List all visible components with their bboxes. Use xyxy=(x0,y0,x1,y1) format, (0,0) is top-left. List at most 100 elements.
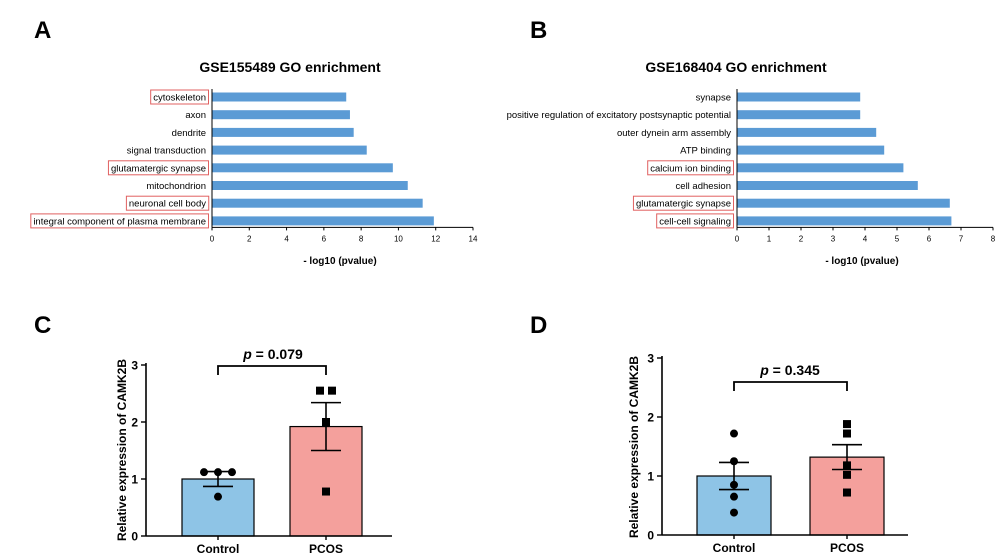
expr-y-tick-label: 1 xyxy=(647,470,654,484)
go-category-label: calcium ion binding xyxy=(650,163,731,174)
go-highlight-box xyxy=(632,195,734,211)
expr-y-tick-label: 3 xyxy=(131,359,138,373)
expr-y-tick-label: 0 xyxy=(131,530,138,544)
expr-y-tick-label: 2 xyxy=(131,416,138,430)
go-category-label: synapse xyxy=(696,93,731,104)
go-highlight-box xyxy=(150,89,209,105)
panel-c-ylabel: Relative expression of CAMK2B xyxy=(115,359,129,541)
go-x-tick-label: 0 xyxy=(735,234,740,243)
panel-c-p-value: = 0.079 xyxy=(252,346,303,362)
go-bar-2 xyxy=(737,127,877,137)
go-bar-4 xyxy=(212,163,393,173)
go-category-label: dendrite xyxy=(172,128,206,139)
panel-d-p-value: = 0.345 xyxy=(769,362,820,378)
go-category-label: signal transduction xyxy=(127,146,206,157)
go-bar-6 xyxy=(212,198,423,208)
panel-c-marks: 0 1 2 3 Control PCOS xyxy=(131,359,392,554)
go-category-label: integral component of plasma membrane xyxy=(33,216,206,227)
go-category-label: mitochondrion xyxy=(146,181,206,192)
expr-point-pcos xyxy=(843,429,851,438)
go-category-label: ATP binding xyxy=(680,146,731,157)
go-bar-0 xyxy=(212,92,347,102)
go-x-tick-label: 8 xyxy=(359,234,364,243)
go-bar-5 xyxy=(737,181,918,190)
go-category-label: cell-cell signaling xyxy=(659,216,731,227)
expr-y-tick-label: 3 xyxy=(647,352,654,366)
expr-y-tick-label: 2 xyxy=(647,411,654,425)
go-bar-7 xyxy=(212,216,434,226)
panel-a-go-chart: GSE155489 GO enrichment cytoskeleton axon… xyxy=(30,59,478,267)
expr-y-tick-label: 1 xyxy=(131,473,138,487)
go-bar-4 xyxy=(737,163,904,173)
go-highlight-box xyxy=(107,160,209,176)
expr-point-pcos xyxy=(322,487,330,496)
go-x-tick-label: 4 xyxy=(863,234,868,243)
go-bar-2 xyxy=(212,127,354,137)
go-bar-1 xyxy=(212,110,350,120)
panel-d-expression-chart: Relative expression of CAMK2B 0 1 2 3 Contro… xyxy=(627,352,908,554)
go-category-label: cytoskeleton xyxy=(153,93,206,104)
go-x-tick-label: 12 xyxy=(431,234,440,243)
panel-d-ylabel: Relative expression of CAMK2B xyxy=(627,356,641,538)
panel-letter-a: A xyxy=(34,17,51,44)
go-bar-7 xyxy=(737,216,952,226)
go-category-label: glutamatergic synapse xyxy=(636,199,731,210)
go-x-tick-label: 7 xyxy=(959,234,964,243)
expr-point-control xyxy=(200,468,208,477)
expr-x-tick-label: PCOS xyxy=(830,541,864,554)
panel-a-title: GSE155489 GO enrichment xyxy=(199,59,381,75)
go-bar-1 xyxy=(737,110,861,120)
panel-letter-b: B xyxy=(530,17,547,44)
panel-c-pvalue: p = 0.079 xyxy=(242,346,303,362)
go-x-tick-label: 2 xyxy=(247,234,252,243)
expr-point-pcos xyxy=(316,386,324,395)
panel-letter-d: D xyxy=(530,312,547,339)
significance-bracket xyxy=(733,381,848,391)
expr-point-pcos xyxy=(843,488,851,497)
expr-x-tick-label: Control xyxy=(713,541,756,554)
go-x-tick-label: 5 xyxy=(895,234,900,243)
go-category-label: outer dynein arm assembly xyxy=(617,128,731,139)
expr-point-control xyxy=(730,492,738,501)
expr-x-tick-label: PCOS xyxy=(309,542,343,554)
panel-c-p-symbol: p xyxy=(242,346,252,362)
go-highlight-box xyxy=(125,195,210,211)
expr-point-control xyxy=(730,429,738,438)
expr-point-pcos xyxy=(843,461,851,470)
panel-b-marks: synapse positive regulation of excitatory… xyxy=(507,89,995,243)
expr-point-pcos xyxy=(328,386,336,395)
go-category-label: axon xyxy=(185,110,206,121)
go-category-label: cell adhesion xyxy=(676,181,731,192)
go-bar-6 xyxy=(737,198,950,208)
go-category-label: positive regulation of excitatory postsy… xyxy=(507,110,731,121)
go-bar-3 xyxy=(212,145,367,155)
expr-point-control xyxy=(228,468,236,477)
go-x-tick-label: 1 xyxy=(767,234,772,243)
panel-d-marks: 0 1 2 3 Control PCOS xyxy=(647,352,908,554)
expr-point-control xyxy=(730,480,738,489)
go-bar-5 xyxy=(212,181,408,190)
expr-x-tick-label: Control xyxy=(197,542,240,554)
panel-b-xlabel: - log10 (pvalue) xyxy=(825,256,898,267)
expr-point-control xyxy=(214,492,222,501)
panel-b-title: GSE168404 GO enrichment xyxy=(645,59,827,75)
expr-point-pcos xyxy=(322,418,330,426)
go-x-tick-label: 3 xyxy=(831,234,836,243)
go-x-tick-label: 0 xyxy=(210,234,215,243)
expr-point-pcos xyxy=(843,420,851,429)
panel-d-p-symbol: p xyxy=(759,362,769,378)
panel-b-go-chart: GSE168404 GO enrichment synapse positive … xyxy=(507,59,995,267)
go-bar-3 xyxy=(737,145,885,155)
expr-bar-control xyxy=(181,478,255,537)
expr-point-pcos xyxy=(843,470,851,479)
go-x-tick-label: 4 xyxy=(284,234,289,243)
go-highlight-box xyxy=(647,160,734,176)
panel-d-pvalue: p = 0.345 xyxy=(759,362,820,378)
go-category-label: glutamatergic synapse xyxy=(111,163,206,174)
go-x-tick-label: 8 xyxy=(991,234,995,243)
expr-point-control xyxy=(730,508,738,517)
go-highlight-box xyxy=(656,213,734,229)
go-x-tick-label: 6 xyxy=(322,234,327,243)
go-category-label: neuronal cell body xyxy=(129,199,206,210)
